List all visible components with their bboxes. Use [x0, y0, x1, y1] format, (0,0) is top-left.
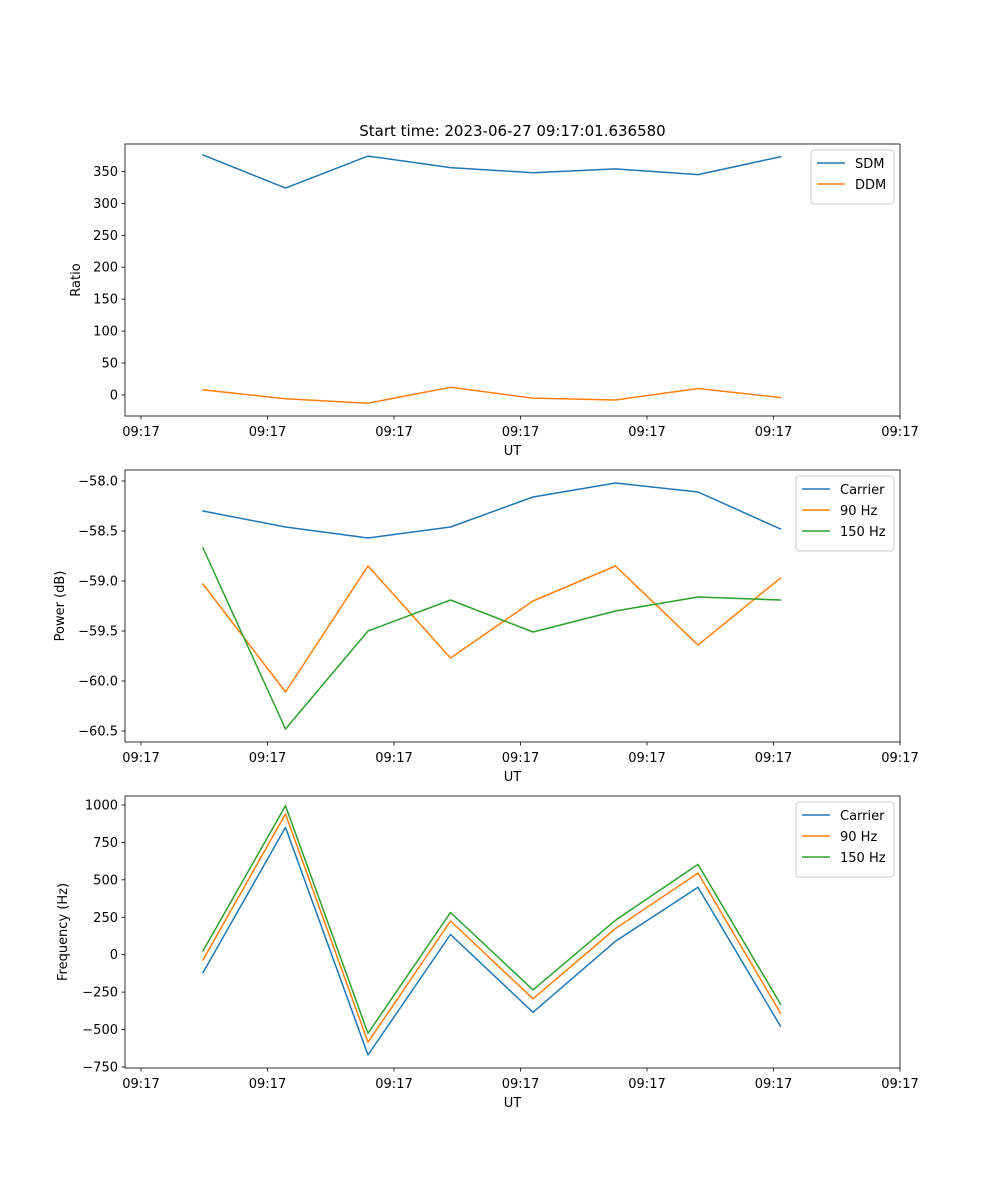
x-tick-label: 09:17 [881, 751, 918, 766]
y-tick-label: 250 [93, 911, 118, 926]
legend-entry: 150 Hz [840, 525, 886, 540]
chart-panel-3: 1000 750 500 250 0 −250 −500 −750 09:17 09:17 09:1… [56, 795, 919, 1111]
x-axis-label: UT [504, 444, 522, 459]
x-tick-label: 09:17 [122, 751, 159, 766]
y-tick-label: 100 [93, 325, 118, 340]
series-line-90-hz [201, 813, 782, 1044]
y-tick-label: 350 [93, 165, 118, 180]
legend: SDM DDM [810, 149, 895, 205]
y-tick-label: 50 [101, 357, 118, 372]
x-tick-label: 09:17 [628, 751, 665, 766]
y-tick-label: 300 [93, 197, 118, 212]
y-tick-label: 500 [93, 873, 118, 888]
y-axis-label: Frequency (Hz) [56, 883, 71, 981]
y-tick-label: −59.0 [78, 575, 118, 590]
x-tick-label: 09:17 [755, 751, 792, 766]
legend: Carrier 90 Hz 150 Hz [795, 475, 895, 552]
x-tick-label: 09:17 [375, 1077, 412, 1092]
legend-entry: Carrier [840, 809, 885, 824]
x-tick-label: 09:17 [628, 425, 665, 440]
y-tick-label: −250 [82, 986, 118, 1001]
legend-entry: 90 Hz [840, 504, 877, 519]
legend-entry: 150 Hz [840, 851, 886, 866]
x-axis-label: UT [504, 1096, 522, 1111]
x-tick-label: 09:17 [375, 751, 412, 766]
x-tick-label: 09:17 [122, 1077, 159, 1092]
legend-box [795, 801, 895, 878]
y-tick-label: −59.5 [78, 625, 118, 640]
y-tick-label: −58.0 [78, 475, 118, 490]
chart-title: Start time: 2023-06-27 09:17:01.636580 [359, 122, 665, 140]
y-tick-label: 250 [93, 229, 118, 244]
series-line-90-hz [201, 565, 782, 693]
x-tick-label: 09:17 [881, 1077, 918, 1092]
y-tick-label: −750 [82, 1060, 118, 1075]
series-line-150-hz [201, 804, 782, 1035]
plot-frame [124, 143, 901, 417]
plot-frame [124, 469, 901, 743]
x-tick-label: 09:17 [249, 751, 286, 766]
plot-frame [124, 795, 901, 1069]
legend-entry: DDM [855, 178, 886, 193]
x-tick-label: 09:17 [122, 425, 159, 440]
y-tick-label: 1000 [85, 798, 118, 813]
x-axis-label: UT [504, 770, 522, 785]
chart-panel-1: 0 50 100 150 200 250 300 350 09:17 09:17 09:17 09:1… [69, 143, 919, 459]
y-tick-label: 150 [93, 293, 118, 308]
x-tick-label: 09:17 [881, 425, 918, 440]
x-tick-label: 09:17 [249, 425, 286, 440]
x-tick-label: 09:17 [755, 1077, 792, 1092]
y-axis-label: Power (dB) [53, 571, 68, 642]
y-tick-label: 0 [110, 948, 118, 963]
legend-box [795, 475, 895, 552]
x-tick-label: 09:17 [249, 1077, 286, 1092]
legend-entry: SDM [855, 157, 884, 172]
x-tick-label: 09:17 [502, 751, 539, 766]
x-tick-label: 09:17 [628, 1077, 665, 1092]
series-line-sdm [202, 153, 782, 189]
series-line-carrier [202, 482, 782, 539]
y-tick-label: 750 [93, 836, 118, 851]
series-line-carrier [201, 826, 782, 1056]
x-tick-label: 09:17 [502, 425, 539, 440]
y-tick-label: −60.0 [78, 675, 118, 690]
series-line-150-hz [202, 547, 782, 730]
x-tick-label: 09:17 [375, 425, 412, 440]
series-line-ddm [202, 386, 782, 404]
legend-entry: 90 Hz [840, 830, 877, 845]
y-tick-label: 0 [110, 388, 118, 403]
y-tick-label: −58.5 [78, 525, 118, 540]
legend-entry: Carrier [840, 483, 885, 498]
y-tick-label: −500 [82, 1023, 118, 1038]
chart-panel-2: −58.0 −58.5 −59.0 −59.5 −60.0 −60.5 09:17 09:17… [53, 469, 919, 785]
x-tick-label: 09:17 [502, 1077, 539, 1092]
y-tick-label: −60.5 [78, 725, 118, 740]
y-tick-label: 200 [93, 261, 118, 276]
legend: Carrier 90 Hz 150 Hz [795, 801, 895, 878]
x-tick-label: 09:17 [755, 425, 792, 440]
y-axis-label: Ratio [69, 263, 84, 296]
